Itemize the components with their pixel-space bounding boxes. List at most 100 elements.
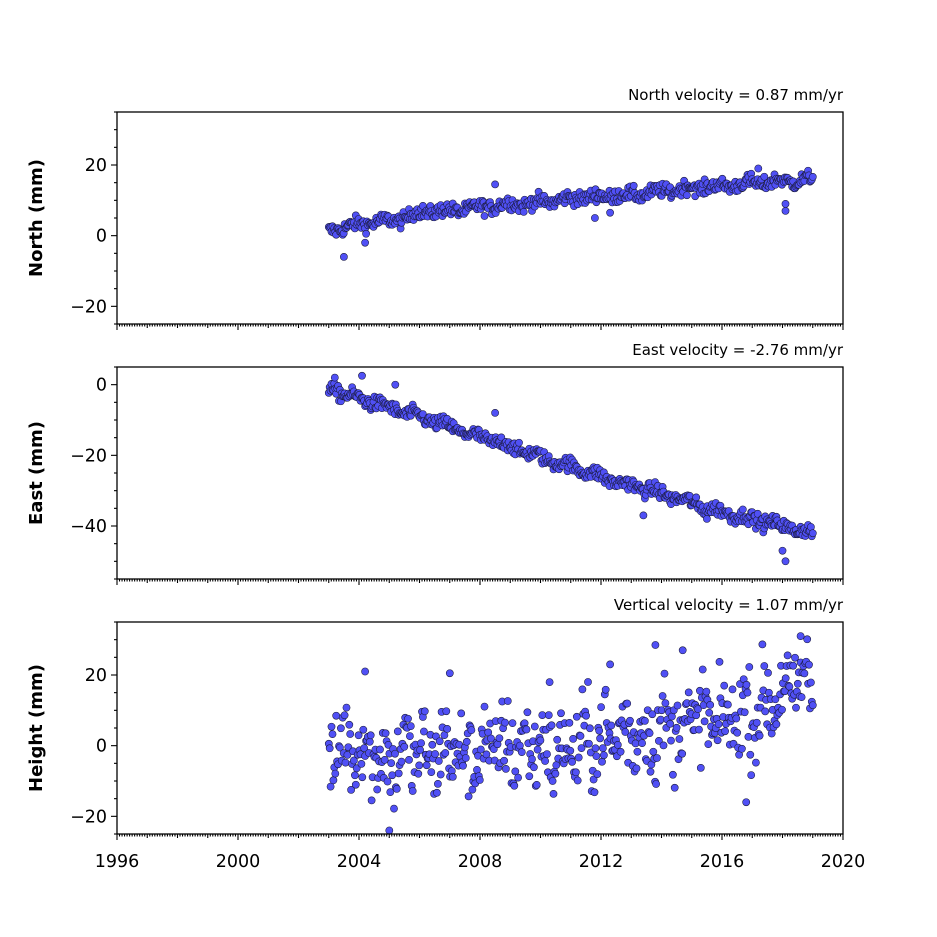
data-point [667,736,675,745]
data-point [793,679,802,688]
data-point [433,788,441,797]
data-point [632,764,641,773]
data-point [704,740,713,748]
data-point [341,758,350,767]
data-point [551,769,560,778]
data-point [702,687,711,696]
outlier-point [491,180,499,189]
outlier-point [385,826,394,835]
data-point [386,788,395,796]
data-point [577,744,586,752]
data-point [497,433,506,442]
data-point [599,744,607,752]
data-point [714,720,723,728]
data-point [764,669,772,677]
data-point [475,776,484,784]
data-point [738,744,746,753]
data-point [728,685,737,694]
data-point [480,702,489,711]
outlier-point [796,632,805,640]
data-point [574,753,583,762]
data-point [755,731,764,740]
data-point [692,493,701,502]
data-point [362,229,370,238]
data-point [519,208,528,216]
x-tick-label: 2012 [579,852,624,872]
data-point [541,757,549,765]
data-point [800,669,809,678]
data-point [655,737,663,745]
data-point [572,712,581,721]
data-point [332,711,341,720]
data-point [684,688,693,697]
data-point [500,756,508,765]
data-point [589,775,598,784]
data-point [435,737,444,746]
data-point [808,529,817,538]
data-point [406,722,415,730]
data-point [487,734,495,743]
y-tick-label: 20 [85,666,107,686]
data-point [548,777,557,785]
data-point [538,711,547,719]
data-point [373,785,382,794]
data-point [516,741,524,750]
data-point [331,769,340,778]
data-point [572,768,580,777]
data-point [367,796,376,805]
data-point [381,729,390,738]
data-point [778,705,786,714]
data-point [752,718,761,727]
data-point [420,707,429,716]
data-point [592,752,601,760]
data-point [376,745,384,754]
data-point [585,739,593,748]
data-point [547,721,556,730]
data-point [480,212,489,220]
data-point [536,736,545,745]
data-point [601,685,610,694]
outlier-point [361,238,369,247]
data-point [329,776,338,785]
data-point [357,760,366,768]
data-point [346,730,355,738]
outlier-point [781,557,790,566]
data-point [553,735,562,744]
data-point [785,682,794,691]
data-point [760,172,769,181]
data-point [549,790,558,798]
outlier-point [361,667,369,676]
data-point [351,780,360,789]
data-point [593,770,602,778]
data-point [805,660,813,669]
data-point [803,635,812,644]
data-point [645,729,654,737]
north-y-axis-label: North (mm) [26,159,47,277]
data-point [578,685,587,694]
y-tick-label: −20 [70,297,107,317]
outlier-point [340,253,348,261]
data-point [442,707,451,716]
data-point [626,716,634,725]
data-point [648,710,657,719]
data-point [533,745,542,754]
data-point [597,703,605,711]
data-point [781,674,790,683]
data-point [721,727,729,736]
data-point [352,764,361,773]
data-point [672,723,681,732]
data-point [359,725,368,734]
data-point [342,703,351,712]
data-point [705,708,714,717]
data-point [715,658,724,666]
data-point [694,705,702,713]
data-point [573,776,582,785]
x-tick-label: 2008 [458,852,503,872]
data-point [783,651,792,660]
data-point [607,721,616,730]
data-point [351,771,359,780]
height-panel: Vertical velocity = 1.07 mm/yr Height (mm… [26,596,865,872]
data-point [495,734,504,743]
data-point [532,781,541,789]
